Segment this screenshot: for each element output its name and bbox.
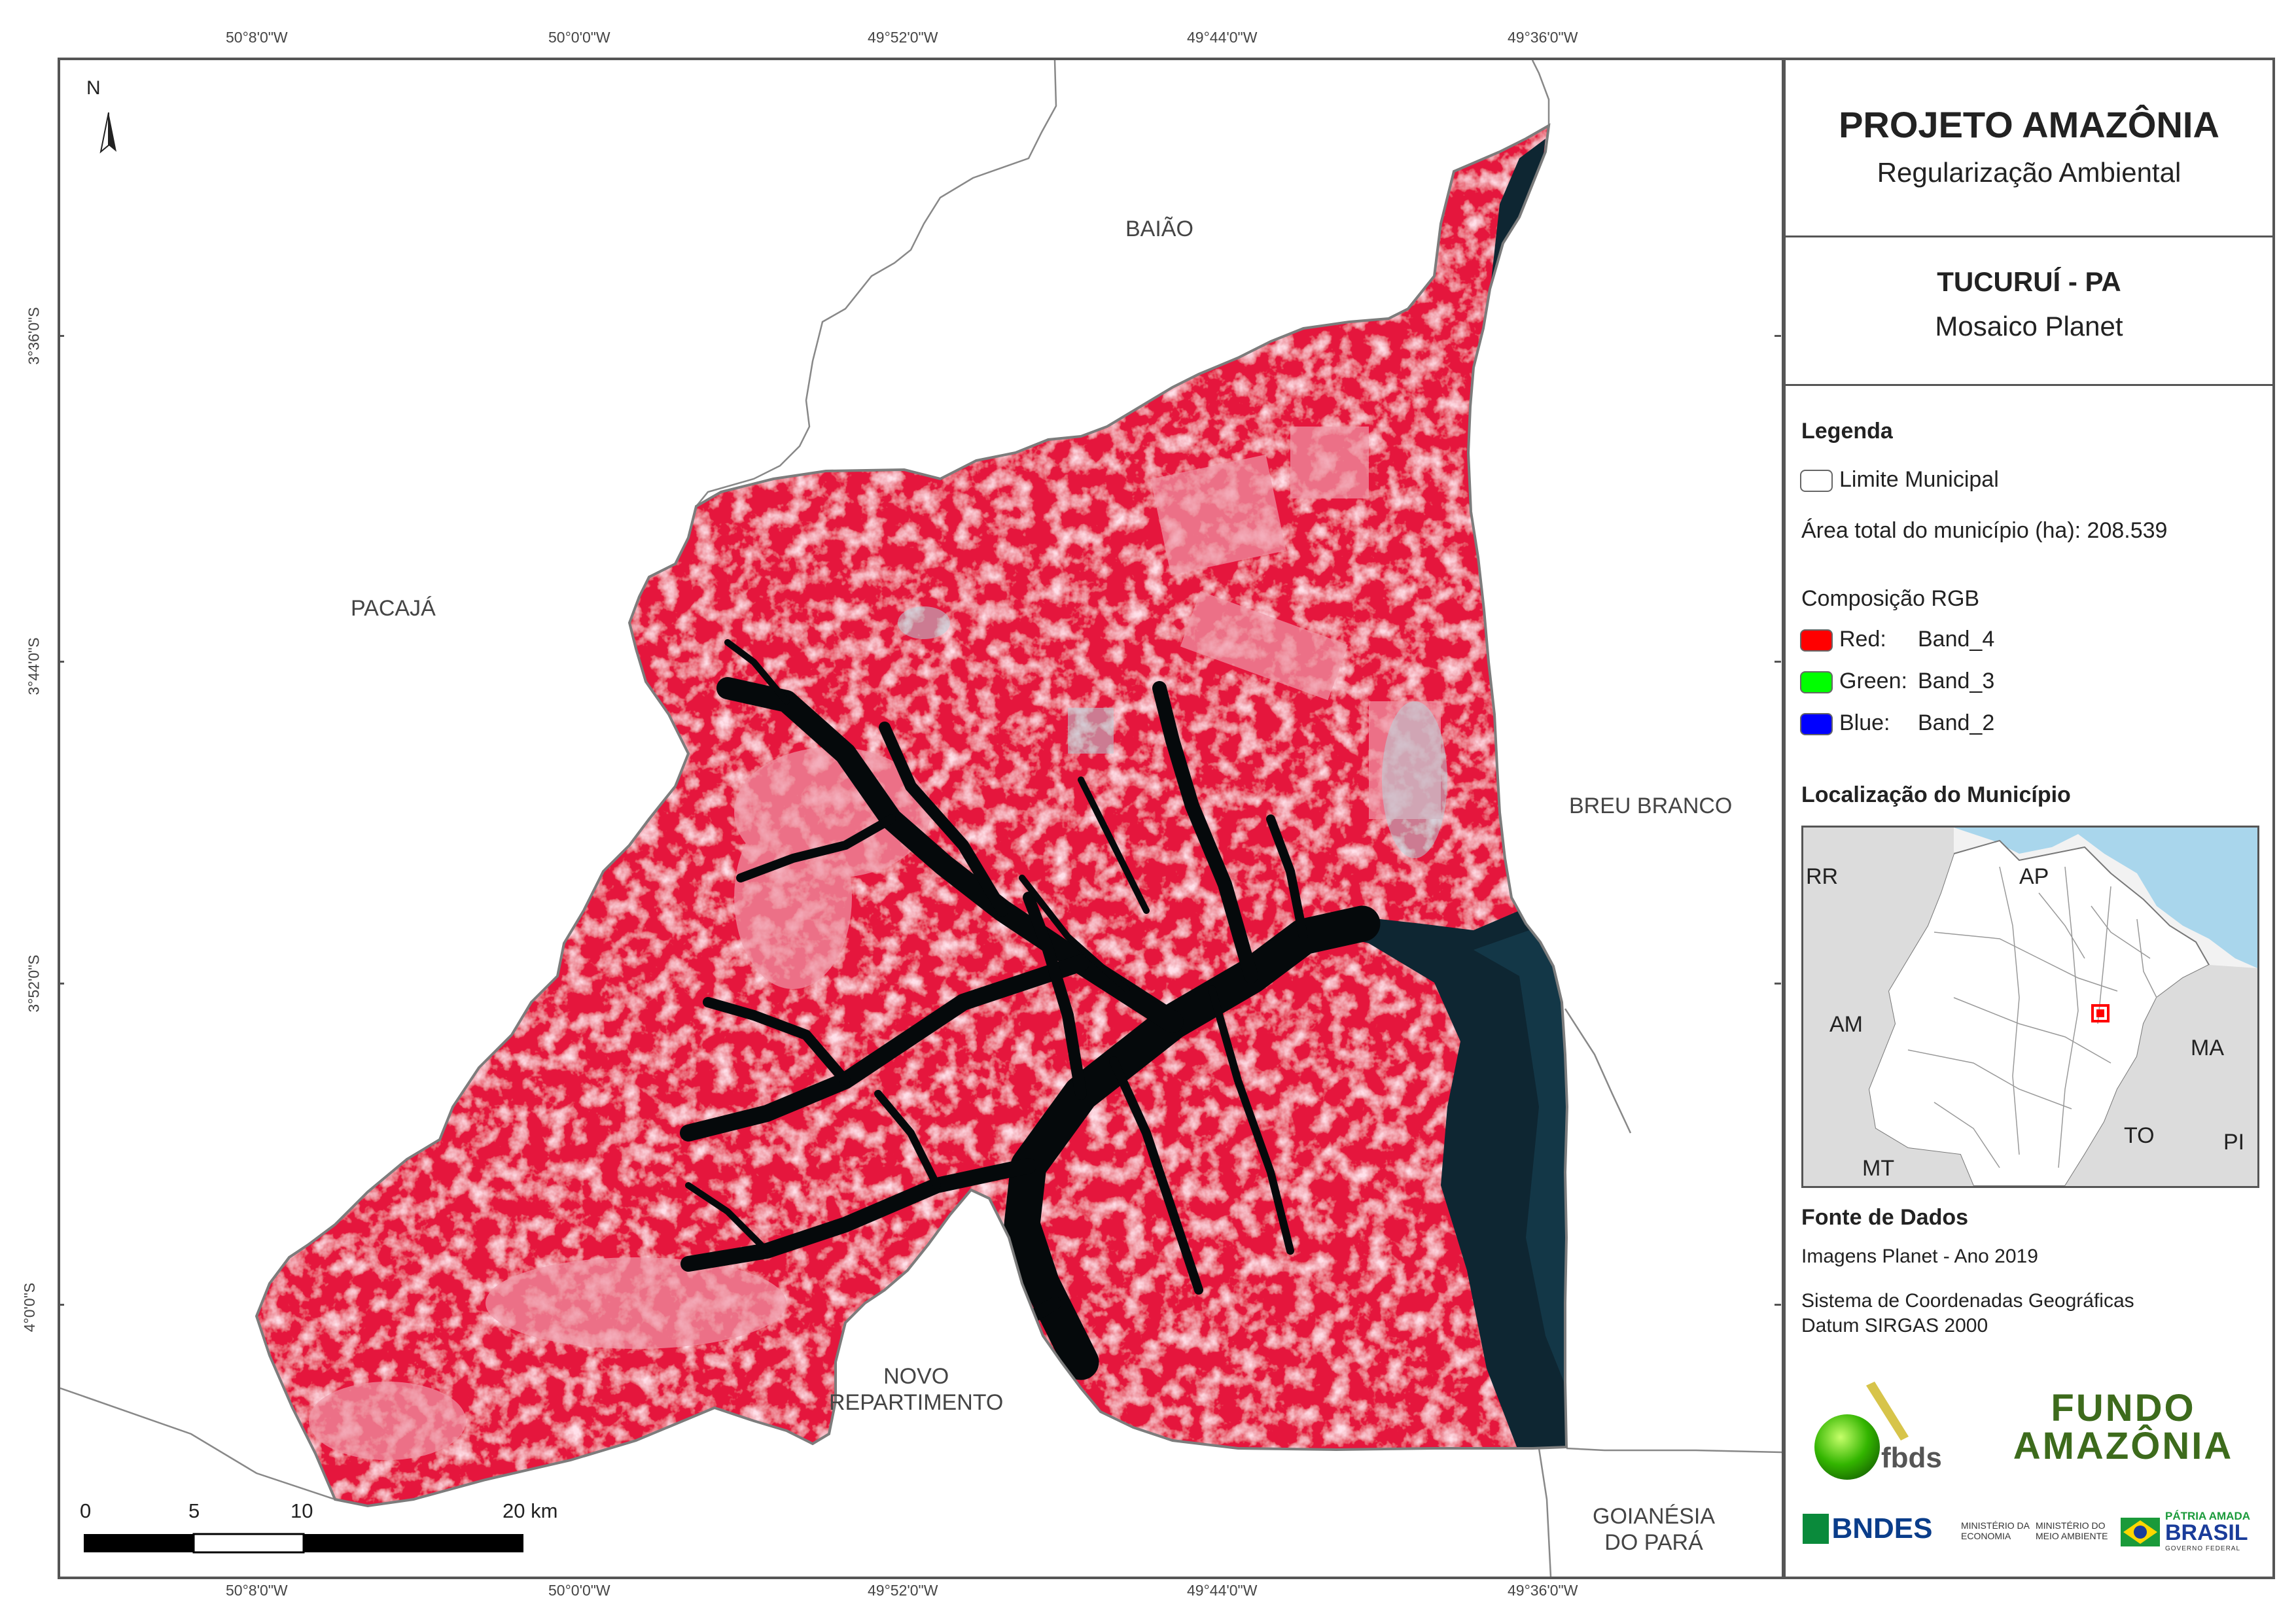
label-goianesia: GOIANÉSIA DO PARÁ: [1593, 1503, 1715, 1556]
ministerio-economia: MINISTÉRIO DA ECONOMIA: [1961, 1520, 2030, 1541]
coord-bottom-3: 49°52'0"W: [868, 1582, 938, 1599]
legend-heading: Legenda: [1801, 419, 1893, 444]
tick-right-1: [1775, 335, 1781, 337]
north-arrow-icon: [99, 112, 116, 154]
ministerio-ambiente: MINISTÉRIO DO MEIO AMBIENTE: [2036, 1520, 2108, 1541]
coord-left-2: 3°44'0"S: [25, 637, 43, 695]
sources-line3: Datum SIRGAS 2000: [1801, 1315, 1988, 1336]
coord-left-4: 4°0'0"S: [21, 1282, 39, 1333]
scale-label-5: 5: [188, 1499, 200, 1522]
brazil-flag-icon: [2121, 1518, 2160, 1546]
panel-municipality: TUCURUÍ - PA Mosaico Planet: [1786, 237, 2272, 386]
scale-label-20: 20 km: [503, 1499, 558, 1522]
min-ambiente-line2: MEIO AMBIENTE: [2036, 1531, 2108, 1541]
tick-right-2: [1775, 661, 1781, 663]
boundary-label: Limite Municipal: [1839, 467, 1999, 492]
red-band-label: Band_4: [1918, 627, 1995, 652]
inset-state-to: TO: [2124, 1123, 2155, 1148]
coord-left-1: 3°36'0"S: [25, 307, 43, 365]
label-novo-repartimento: NOVO REPARTIMENTO: [829, 1363, 1003, 1416]
inset-state-ap: AP: [2019, 864, 2049, 889]
neighbor-boundaries: [60, 60, 1782, 1577]
satellite-mosaic: [60, 60, 1782, 1577]
label-pacaja: PACAJÁ: [351, 596, 436, 621]
scale-label-10: 10: [291, 1499, 313, 1522]
label-breu-branco: BREU BRANCO: [1569, 794, 1733, 818]
bndes-text: BNDES: [1831, 1512, 1933, 1544]
label-baiao: BAIÃO: [1125, 217, 1193, 241]
tick-right-4: [1775, 1304, 1781, 1306]
project-title: PROJETO AMAZÔNIA: [1839, 104, 2219, 145]
amazonia-text: AMAZÔNIA: [2013, 1425, 2234, 1467]
tick-left-4: [58, 1304, 64, 1306]
tick-left-2: [58, 661, 64, 663]
inset-map-svg: [1803, 828, 2257, 1186]
area-label: Área total do município (ha): 208.539: [1801, 518, 2168, 543]
coord-top-5: 49°36'0"W: [1508, 29, 1578, 46]
red-band-swatch: [1800, 629, 1833, 652]
coord-bottom-4: 49°44'0"W: [1187, 1582, 1258, 1599]
fundo-text: FUNDO: [2051, 1387, 2196, 1429]
inset-ocean: [1849, 828, 2257, 968]
governo-logo: PÁTRIA AMADA BRASIL GOVERNO FEDERAL: [2121, 1509, 2265, 1556]
inset-municipality-marker: [2091, 1004, 2110, 1022]
brasil-text: BRASIL: [2165, 1520, 2248, 1545]
panel-header: PROJETO AMAZÔNIA Regularização Ambiental: [1786, 60, 2272, 237]
coord-left-3: 3°52'0"S: [25, 954, 43, 1013]
min-economia-line2: ECONOMIA: [1961, 1531, 2011, 1541]
blue-channel-label: Blue:: [1839, 710, 1890, 735]
blue-band-swatch: [1800, 713, 1833, 735]
bndes-logo: BNDES: [1803, 1512, 1932, 1549]
map-frame: N BAIÃO PACAJÁ BREU BRANCO NOVO REPARTIM…: [58, 58, 1784, 1579]
scale-bar: [84, 1533, 523, 1554]
coord-top-4: 49°44'0"W: [1187, 29, 1258, 46]
municipal-boundary: [255, 123, 1569, 1508]
green-channel-label: Green:: [1839, 669, 1907, 693]
green-band-swatch: [1800, 671, 1833, 693]
inset-state-ma: MA: [2191, 1036, 2224, 1060]
coord-bottom-5: 49°36'0"W: [1508, 1582, 1578, 1599]
min-ambiente-line1: MINISTÉRIO DO: [2036, 1520, 2106, 1531]
boundary-swatch: [1800, 470, 1833, 492]
sources-line2: Sistema de Coordenadas Geográficas: [1801, 1290, 2134, 1312]
coord-top-2: 50°0'0"W: [548, 29, 610, 46]
coord-top-1: 50°8'0"W: [226, 29, 288, 46]
inset-state-pi: PI: [2223, 1130, 2245, 1155]
governo-federal-text: GOVERNO FEDERAL: [2165, 1545, 2241, 1552]
bndes-mark-icon: [1803, 1514, 1829, 1544]
coord-bottom-2: 50°0'0"W: [548, 1582, 610, 1599]
location-inset-map: RR AP AM MA TO PI MT: [1801, 826, 2259, 1188]
mosaic-label: Mosaico Planet: [1935, 311, 2123, 341]
fbds-logo-icon: [1814, 1382, 1909, 1480]
label-goianesia-line2: DO PARÁ: [1604, 1530, 1703, 1555]
scale-label-0: 0: [80, 1499, 92, 1522]
tick-right-3: [1775, 983, 1781, 985]
sources-heading: Fonte de Dados: [1801, 1205, 1969, 1230]
fundo-amazonia-logo: FUNDO AMAZÔNIA: [1986, 1389, 2261, 1465]
patria-amada-text: PÁTRIA AMADA: [2165, 1510, 2251, 1522]
coord-top-3: 49°52'0"W: [868, 29, 938, 46]
rgb-heading: Composição RGB: [1801, 586, 1980, 611]
red-channel-label: Red:: [1839, 627, 1886, 652]
blue-band-label: Band_2: [1918, 710, 1995, 735]
label-novo: NOVO: [883, 1364, 949, 1389]
tick-left-1: [58, 335, 64, 337]
coord-bottom-1: 50°8'0"W: [226, 1582, 288, 1599]
label-repartimento: REPARTIMENTO: [829, 1390, 1004, 1415]
green-band-label: Band_3: [1918, 669, 1995, 693]
project-subtitle: Regularização Ambiental: [1877, 157, 2181, 188]
min-economia-line1: MINISTÉRIO DA: [1961, 1520, 2030, 1531]
sources-line1: Imagens Planet - Ano 2019: [1801, 1246, 2038, 1267]
fbds-logo: fbds: [1804, 1376, 1961, 1481]
fbds-text: fbds: [1881, 1442, 1942, 1474]
inset-state-rr: RR: [1806, 864, 1839, 889]
inset-state-mt: MT: [1862, 1156, 1895, 1181]
inset-state-am: AM: [1829, 1012, 1863, 1037]
municipality-name: TUCURUÍ - PA: [1937, 266, 2121, 297]
location-heading: Localização do Município: [1801, 782, 2071, 807]
label-goianesia-line1: GOIANÉSIA: [1593, 1504, 1716, 1529]
north-label: N: [86, 77, 101, 99]
tick-left-3: [58, 983, 64, 985]
info-panel: PROJETO AMAZÔNIA Regularização Ambiental…: [1783, 58, 2275, 1579]
